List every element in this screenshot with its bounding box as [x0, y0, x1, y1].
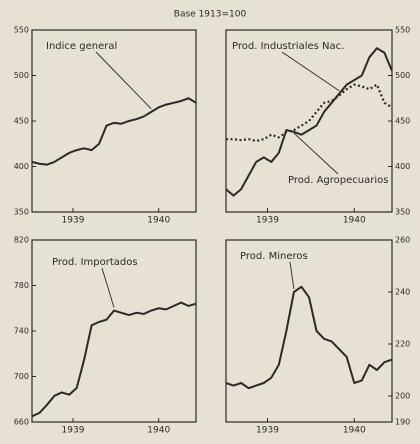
x-tick-label: 1940 [343, 426, 366, 436]
x-tick-label: 1939 [256, 216, 279, 226]
x-tick-label: 1940 [147, 426, 170, 436]
y-tick-label: 200 [395, 392, 410, 401]
y-tick-label: 350 [395, 208, 410, 217]
label-arrow [289, 261, 295, 290]
series-line [225, 285, 393, 390]
y-tick-label: 190 [395, 418, 410, 427]
series-label: Prod. Agropecuarios [288, 175, 388, 186]
label-arrow [281, 51, 340, 92]
series-label: Prod. Importados [52, 257, 138, 268]
y-tick-label: 500 [14, 71, 29, 80]
x-tick-label: 1939 [62, 426, 85, 436]
y-tick-label: 500 [395, 71, 410, 80]
series-line [31, 301, 197, 418]
subtitle: Base 1913=100 [174, 10, 247, 20]
y-tick-label: 820 [14, 236, 29, 245]
series-label: Prod. Industriales Nac. [232, 41, 344, 52]
series-line [31, 97, 197, 166]
y-tick-label: 260 [395, 236, 410, 245]
label-arrow [95, 51, 152, 110]
y-tick-label: 350 [14, 208, 29, 217]
series-label: Prod. Mineros [240, 251, 308, 262]
x-tick-label: 1940 [147, 216, 170, 226]
x-tick-label: 1939 [62, 216, 85, 226]
y-tick-label: 740 [14, 327, 29, 336]
y-tick-label: 400 [395, 162, 410, 171]
plot-frame [225, 239, 393, 423]
plot-frame [31, 29, 197, 213]
y-tick-label: 450 [14, 117, 29, 126]
y-tick-label: 700 [14, 372, 29, 381]
y-tick-label: 400 [14, 162, 29, 171]
series-line [226, 83, 393, 143]
series-line [225, 47, 393, 197]
series-label: Indice general [46, 41, 117, 52]
y-tick-label: 550 [395, 26, 410, 35]
x-tick-label: 1939 [256, 426, 279, 436]
y-tick-label: 450 [395, 117, 410, 126]
y-tick-label: 550 [14, 26, 29, 35]
y-tick-label: 220 [395, 340, 410, 349]
y-tick-label: 660 [14, 418, 29, 427]
y-tick-label: 780 [14, 281, 29, 290]
label-arrow [293, 132, 339, 175]
y-tick-label: 240 [395, 288, 410, 297]
x-tick-label: 1940 [343, 216, 366, 226]
label-arrow [101, 267, 115, 308]
